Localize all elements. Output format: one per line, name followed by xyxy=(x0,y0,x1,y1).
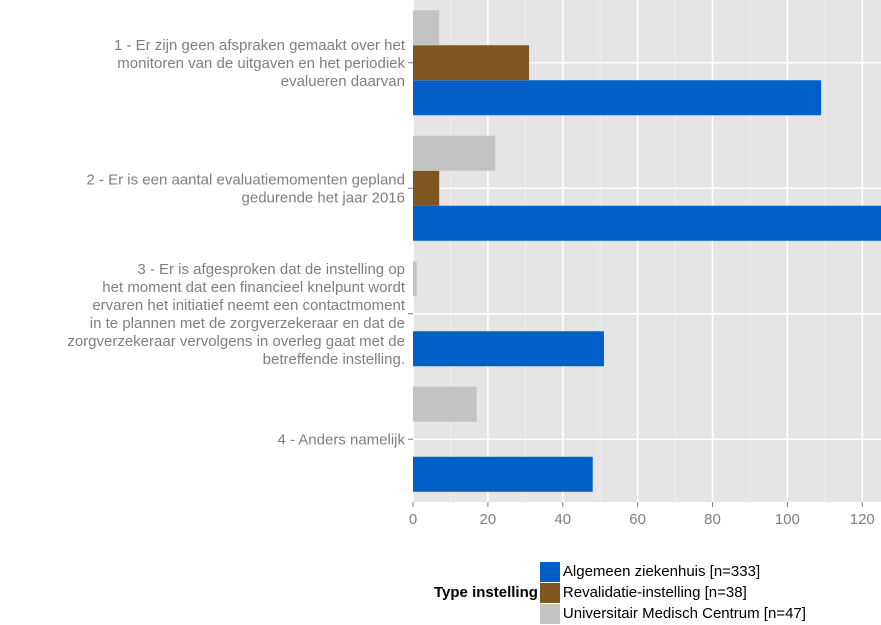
x-tick-label: 80 xyxy=(704,511,721,528)
bar xyxy=(413,456,593,492)
bar xyxy=(413,205,881,241)
x-tick-label: 0 xyxy=(409,511,417,528)
bar xyxy=(413,135,496,171)
bar xyxy=(413,10,440,46)
legend-key-algemeen-ziekenhuis xyxy=(539,561,560,582)
bars xyxy=(413,10,881,492)
x-tick-label: 100 xyxy=(775,511,800,528)
x-axis: 0 20 40 60 80 100 120 xyxy=(409,502,875,528)
legend-key-universitair-medisch-centrum xyxy=(539,603,560,624)
category-label: het moment dat een financieel knelpunt w… xyxy=(102,279,406,296)
category-label: in te plannen met de zorgverzekeraar en … xyxy=(90,315,405,332)
legend-label: Algemeen ziekenhuis [n=333] xyxy=(562,563,761,580)
category-label: monitoren van de uitgaven en het periodi… xyxy=(117,55,405,72)
legend-item: Universitair Medisch Centrum [n=47] xyxy=(539,603,806,624)
bar xyxy=(413,45,530,81)
category-label: 3 - Er is afgesproken dat de instelling … xyxy=(137,261,405,278)
x-tick-label: 120 xyxy=(850,511,875,528)
legend-items: Algemeen ziekenhuis [n=333] Revalidatie-… xyxy=(539,561,806,624)
bar xyxy=(413,80,822,116)
bar xyxy=(413,331,604,367)
category-label: 1 - Er zijn geen afspraken gemaakt over … xyxy=(114,37,406,54)
legend-item: Algemeen ziekenhuis [n=333] xyxy=(539,561,806,582)
category-label: ervaren het initiatief neemt een contact… xyxy=(92,297,406,314)
x-tick-label: 20 xyxy=(480,511,497,528)
legend-label: Universitair Medisch Centrum [n=47] xyxy=(562,605,806,622)
legend: Type instelling Algemeen ziekenhuis [n=3… xyxy=(434,561,806,624)
legend-title: Type instelling xyxy=(434,584,538,601)
category-label: gedurende het jaar 2016 xyxy=(242,189,405,206)
category-label: 4 - Anders namelijk xyxy=(277,431,405,448)
x-tick-label: 40 xyxy=(554,511,571,528)
bar xyxy=(413,386,477,422)
bar xyxy=(413,261,417,297)
legend-item: Revalidatie-instelling [n=38] xyxy=(539,582,806,603)
bar xyxy=(413,170,440,206)
category-label: zorgverzekeraar vervolgens in overleg ga… xyxy=(67,333,405,350)
category-label: betreffende instelling. xyxy=(263,351,405,368)
category-label: 2 - Er is een aantal evaluatiemomenten g… xyxy=(86,171,405,188)
category-labels: 1 - Er zijn geen afspraken gemaakt over … xyxy=(67,37,413,448)
legend-label: Revalidatie-instelling [n=38] xyxy=(562,584,747,601)
x-tick-label: 60 xyxy=(629,511,646,528)
legend-key-revalidatie-instelling xyxy=(539,582,560,603)
category-label: evalueren daarvan xyxy=(281,73,405,90)
